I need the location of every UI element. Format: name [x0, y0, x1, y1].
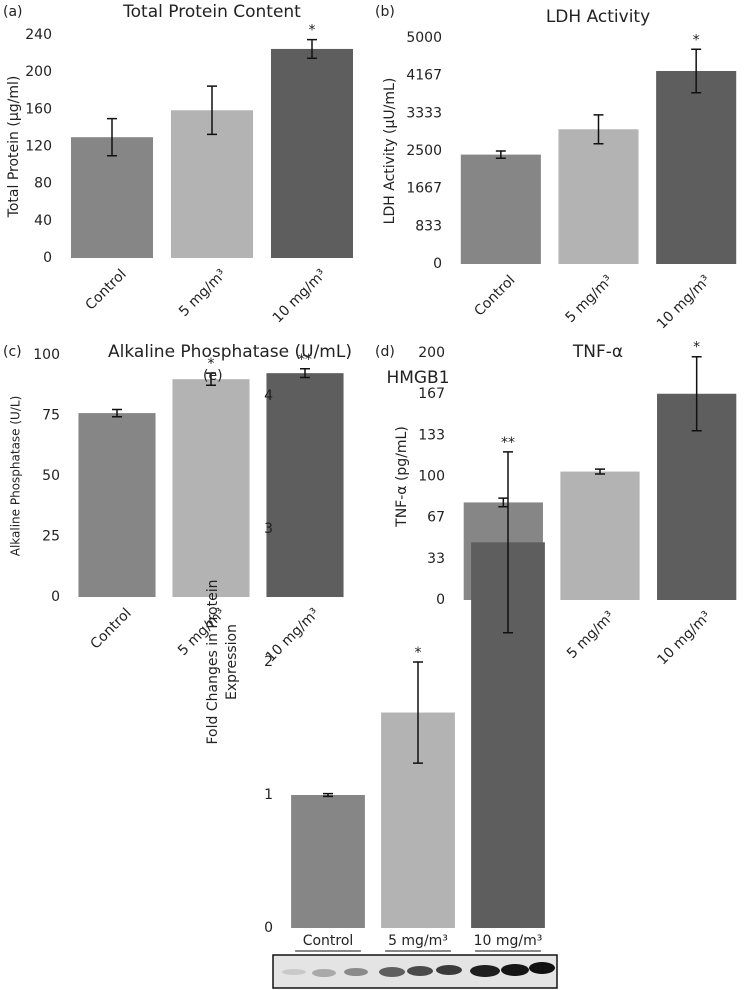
significance-mark: **: [501, 435, 515, 451]
panel-label: (a): [3, 4, 23, 20]
error-bar: [300, 368, 310, 379]
bar: [656, 70, 737, 264]
bar: [460, 154, 541, 264]
chart-title: Alkaline Phosphatase (U/mL): [108, 342, 352, 362]
western-blot: [272, 954, 558, 989]
y-tick-label: 100: [418, 469, 445, 485]
y-tick-label: 50: [42, 468, 60, 484]
y-axis-label: TNF-α (pg/mL): [394, 426, 410, 528]
panel-label: (d): [375, 344, 395, 360]
chart-title: Total Protein Content: [122, 2, 301, 22]
error-bar: [495, 150, 506, 159]
y-tick-label: 33: [427, 551, 445, 567]
y-axis-label: Fold Changes in Protein: [205, 580, 221, 745]
x-tick-label: 10 mg/m³: [654, 272, 714, 332]
x-tick-label: Control: [471, 272, 518, 319]
x-tick-label: 10 mg/m³: [270, 266, 330, 326]
y-tick-label: 80: [34, 176, 52, 192]
y-tick-label: 0: [433, 256, 442, 272]
y-axis-label: LDH Activity (µU/mL): [382, 78, 398, 225]
y-tick-label: 200: [25, 64, 52, 80]
error-bar: [593, 114, 604, 145]
bar: [71, 137, 153, 258]
bar: [558, 129, 639, 264]
y-tick-label: 2: [264, 654, 273, 670]
y-axis-label: Expression: [224, 624, 240, 700]
y-tick-label: 3333: [406, 105, 442, 121]
y-tick-label: 0: [436, 592, 445, 608]
error-bar: [323, 792, 333, 798]
bar: [271, 48, 353, 258]
y-tick-label: 67: [427, 509, 445, 525]
y-tick-label: 3: [264, 521, 273, 537]
panel-label: (e): [203, 368, 223, 384]
x-tick-label: 10 mg/m³: [654, 608, 714, 668]
significance-mark: *: [208, 356, 215, 372]
error-bar: [503, 451, 513, 634]
y-tick-label: 4167: [406, 68, 442, 84]
significance-mark: **: [298, 352, 312, 368]
y-tick-label: 133: [418, 428, 445, 444]
y-tick-label: 100: [33, 347, 60, 363]
error-bar: [112, 408, 122, 418]
significance-mark: *: [693, 32, 700, 48]
bar: [291, 795, 365, 928]
y-tick-label: 120: [25, 139, 52, 155]
panel-label: (c): [3, 344, 22, 360]
y-tick-label: 167: [418, 386, 445, 402]
y-tick-label: 160: [25, 101, 52, 117]
y-tick-label: 240: [25, 27, 52, 43]
y-tick-label: 5000: [406, 30, 442, 46]
y-tick-label: 1: [264, 787, 273, 803]
x-tick-label: Control: [88, 605, 135, 652]
x-tick-label: 5 mg/m³: [388, 933, 448, 949]
significance-mark: *: [693, 340, 700, 356]
bar: [266, 373, 344, 597]
x-tick-label: Control: [83, 266, 130, 313]
y-tick-label: 833: [415, 218, 442, 234]
bar: [78, 413, 156, 597]
x-tick-label: 10 mg/m³: [474, 933, 543, 949]
y-tick-label: 2500: [406, 143, 442, 159]
panel-label: (b): [375, 4, 395, 20]
bar: [560, 471, 640, 600]
y-tick-label: 200: [418, 345, 445, 361]
significance-mark: *: [415, 645, 422, 661]
y-tick-label: 1667: [406, 181, 442, 197]
y-axis-label: Total Protein (µg/ml): [6, 76, 22, 219]
y-tick-label: 40: [34, 213, 52, 229]
error-bar: [691, 48, 702, 94]
error-bar: [595, 468, 605, 475]
error-bar: [107, 117, 117, 157]
y-tick-label: 4: [264, 388, 273, 404]
x-tick-label: 5 mg/m³: [564, 608, 618, 662]
x-tick-label: 5 mg/m³: [176, 266, 230, 320]
chart-title: TNF-α: [572, 342, 623, 362]
error-bar: [691, 355, 702, 432]
y-tick-label: 25: [42, 529, 60, 545]
chart-title: LDH Activity: [546, 7, 650, 27]
error-bar: [413, 661, 423, 764]
significance-mark: *: [309, 23, 316, 39]
y-tick-label: 75: [42, 408, 60, 424]
y-axis-label: Alkaline Phosphatase (U/L): [9, 396, 23, 557]
x-tick-label: 5 mg/m³: [563, 272, 617, 326]
y-tick-label: 0: [43, 250, 52, 266]
y-tick-label: 0: [51, 589, 60, 605]
y-tick-label: 0: [264, 920, 273, 936]
error-bar: [207, 85, 217, 136]
x-tick-label: Control: [303, 933, 354, 949]
error-bar: [307, 38, 317, 59]
error-bar: [206, 372, 216, 386]
chart-title: HMGB1: [386, 368, 449, 388]
error-bar: [498, 497, 509, 508]
bar: [172, 379, 250, 597]
